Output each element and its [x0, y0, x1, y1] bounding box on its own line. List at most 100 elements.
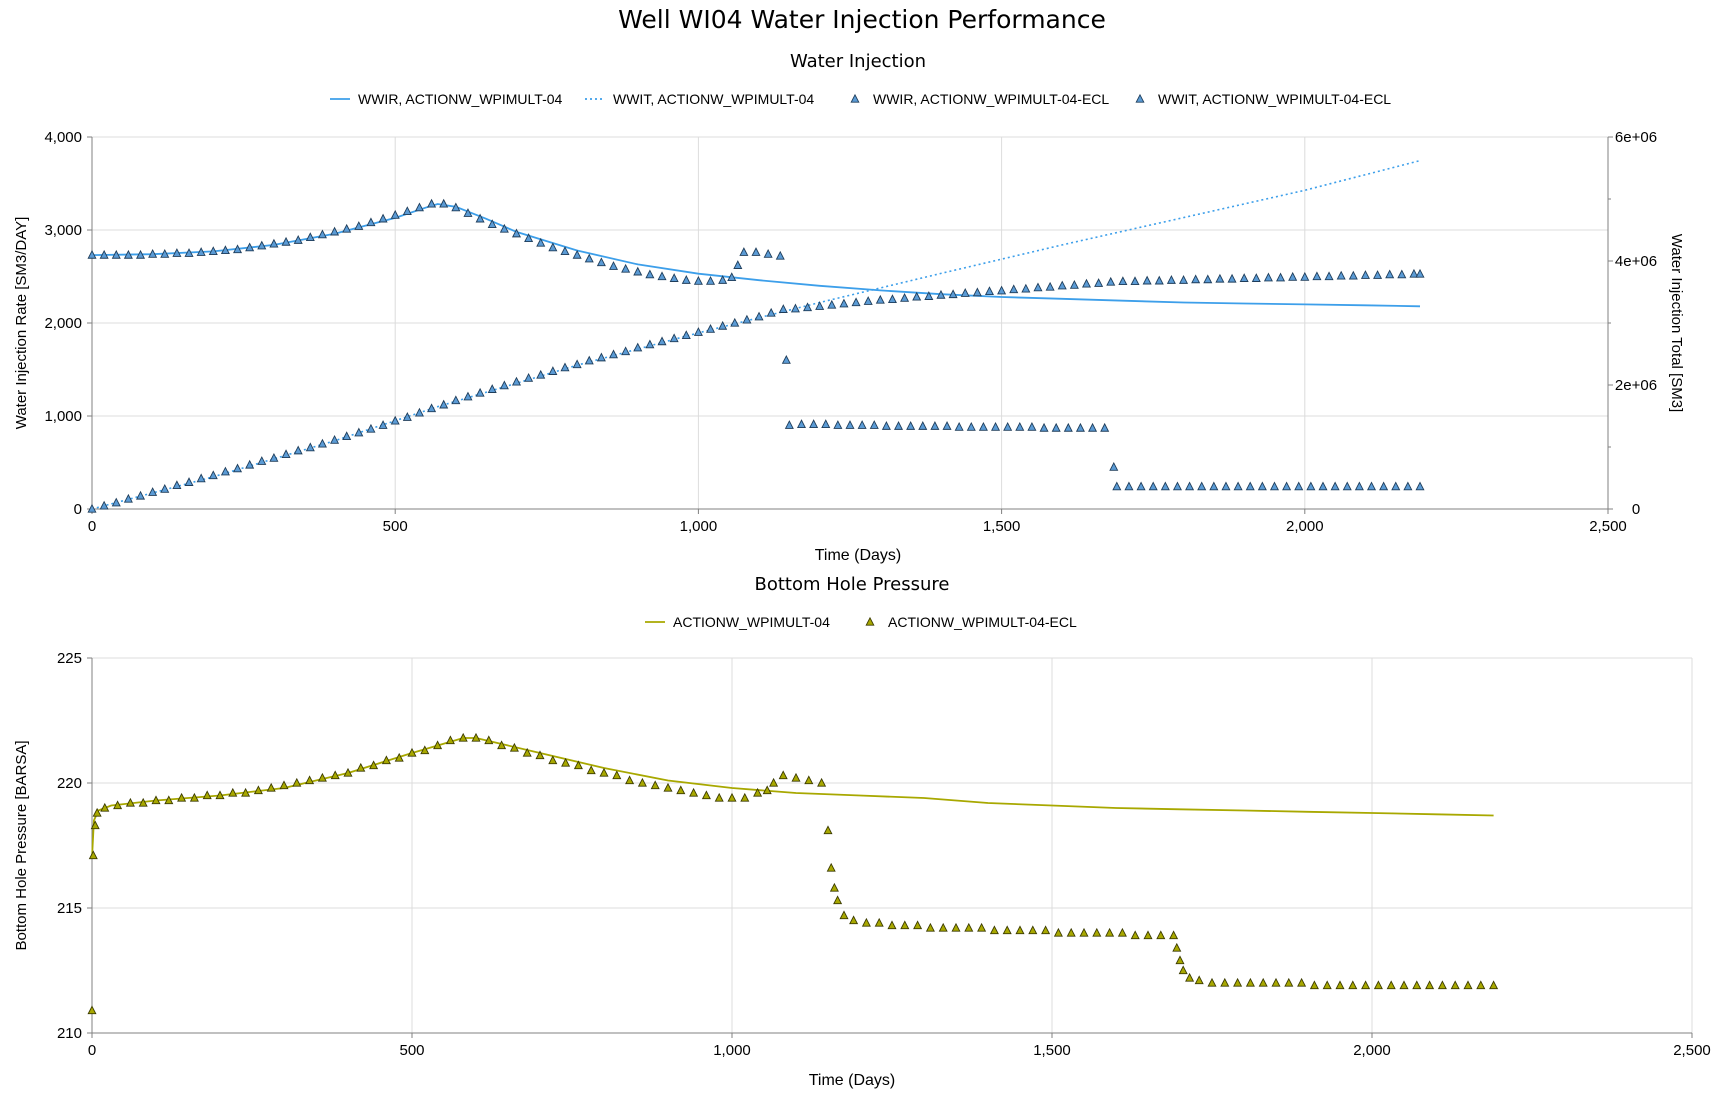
series-marker-2	[220, 245, 230, 255]
series-marker-2	[475, 213, 485, 223]
series-marker-2	[196, 247, 206, 256]
series-marker-2	[1148, 481, 1158, 491]
series-marker-2	[645, 269, 655, 279]
series-marker-2	[733, 260, 743, 269]
series-marker-1	[874, 917, 884, 927]
series-marker-3	[160, 483, 170, 493]
series-marker-3	[1397, 269, 1407, 279]
series-marker-2	[1354, 481, 1364, 491]
series-marker-2	[669, 273, 679, 282]
series-marker-3	[596, 352, 606, 362]
series-marker-2	[414, 202, 424, 212]
series-marker-1	[356, 762, 366, 772]
series-marker-3	[208, 470, 218, 480]
series-marker-3	[1276, 272, 1286, 282]
y-tick-label: 220	[57, 775, 82, 792]
series-marker-3	[766, 307, 776, 317]
series-marker-1	[1386, 980, 1396, 990]
series-marker-1	[548, 755, 558, 765]
series-marker-3	[815, 301, 825, 310]
series-marker-3	[87, 503, 97, 513]
series-marker-2	[845, 420, 855, 429]
series-marker-2	[135, 249, 146, 259]
x-tick-label: 1,500	[1033, 1042, 1071, 1059]
series-marker-2	[781, 355, 791, 364]
series-marker-1	[839, 910, 849, 920]
series-marker-3	[99, 500, 109, 510]
series-marker-2	[751, 247, 761, 256]
series-marker-2	[991, 421, 1001, 431]
series-marker-1	[1322, 980, 1332, 990]
series-marker-1	[215, 790, 225, 800]
series-marker-3	[220, 466, 230, 476]
series-marker-1	[92, 807, 102, 817]
chart-1: Bottom Hole Pressure 0 500 1,000 1,500 2,000 2…	[13, 574, 1711, 1089]
series-marker-1	[599, 767, 609, 777]
y-tick-label: 1,000	[44, 408, 82, 425]
series-marker-3	[487, 384, 497, 393]
x-axis-label: Time (Days)	[815, 547, 902, 564]
series-marker-1	[305, 775, 315, 785]
series-marker-3	[196, 473, 206, 483]
series-marker-3	[1166, 275, 1176, 284]
series-marker-2	[354, 221, 364, 230]
series-marker-1	[138, 797, 148, 807]
series-marker-1	[925, 922, 935, 932]
series-marker-1	[1271, 977, 1281, 987]
series-marker-2	[796, 419, 807, 428]
series-marker-2	[954, 421, 964, 431]
series-marker-2	[681, 275, 691, 284]
series-marker-1	[989, 925, 999, 935]
series-marker-2	[881, 421, 891, 430]
series-marker-1	[125, 797, 135, 807]
series-marker-1	[849, 915, 859, 925]
series-marker-1	[1335, 980, 1345, 990]
series-marker-1	[1185, 972, 1195, 982]
series-marker-3	[560, 362, 570, 372]
series-marker-2	[1197, 481, 1207, 491]
x-tick-label: 2,000	[1286, 518, 1324, 535]
series-marker-1	[1041, 925, 1051, 935]
series-marker-2	[560, 246, 570, 255]
series-marker-3	[1288, 271, 1298, 281]
series-marker-1	[778, 770, 788, 780]
series-marker-3	[1191, 274, 1201, 284]
series-marker-1	[381, 755, 391, 765]
series-marker-2	[1282, 481, 1292, 491]
series-marker-3	[1385, 269, 1395, 279]
series-marker-3	[1263, 272, 1273, 282]
series-marker-1	[317, 772, 327, 782]
series-marker-2	[1063, 422, 1073, 432]
series-marker-3	[572, 359, 582, 369]
series-marker-2	[184, 248, 194, 257]
series-marker-1	[1105, 927, 1115, 937]
series-marker-3	[257, 456, 267, 465]
series-marker-1	[676, 785, 686, 795]
series-marker-3	[693, 327, 703, 336]
series-marker-2	[402, 206, 412, 216]
series-marker-2	[1318, 481, 1328, 491]
series-marker-1	[1412, 980, 1422, 990]
series-line-0	[91, 737, 1494, 859]
series-marker-1	[509, 742, 519, 752]
series-marker-1	[177, 792, 187, 802]
series-marker-2	[511, 228, 521, 238]
series-marker-1	[1245, 977, 1255, 987]
series-marker-3	[778, 304, 788, 313]
series-marker-2	[1003, 421, 1013, 431]
series-marker-2	[1124, 481, 1134, 491]
series-marker-1	[1015, 925, 1025, 935]
series-marker-3	[172, 480, 182, 490]
series-marker-2	[621, 263, 631, 273]
series-marker-1	[701, 790, 711, 800]
series-marker-1	[861, 917, 871, 927]
series-marker-3	[790, 303, 800, 313]
series-marker-2	[1245, 481, 1255, 491]
series-marker-1	[471, 732, 481, 742]
x-tick-label: 0	[88, 1042, 96, 1059]
series-marker-1	[1172, 942, 1182, 952]
series-marker-1	[1258, 977, 1268, 987]
series-marker-2	[427, 198, 437, 208]
series-marker-1	[151, 795, 161, 805]
legend-swatch-3	[1135, 93, 1145, 103]
